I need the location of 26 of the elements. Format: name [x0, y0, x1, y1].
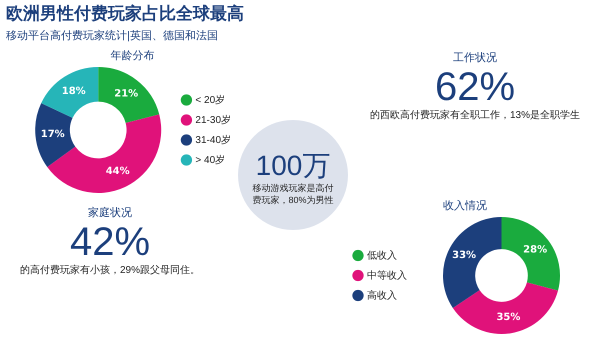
- legend-label: > 40岁: [195, 154, 226, 166]
- data-label: 44%: [106, 166, 130, 177]
- text: 移动游戏玩家是高付费玩家，80%为男性: [252, 182, 334, 206]
- legend-label: 21-30岁: [195, 114, 231, 126]
- text: 的西欧高付费玩家有全职工作，13%是全职学生: [368, 109, 581, 123]
- data-label: 35%: [496, 312, 520, 323]
- legend-label: 高收入: [367, 289, 397, 302]
- text: 移动平台高付费玩家统计|英国、德国和法国: [6, 28, 219, 43]
- text: 家庭状况: [87, 206, 133, 220]
- data-label: 21%: [114, 88, 138, 100]
- legend-label: 31-40岁: [195, 134, 231, 146]
- text: 100万: [254, 150, 332, 182]
- text: 的高付费玩家有小孩，29%跟父母同住。: [20, 264, 200, 278]
- data-label: 17%: [40, 128, 65, 140]
- legend-label: < 20岁: [195, 94, 226, 106]
- legend-label: 中等收入: [367, 269, 407, 282]
- text: 工作状况: [452, 51, 498, 65]
- chart-title: 收入情况: [442, 199, 488, 213]
- data-label: 28%: [523, 244, 548, 256]
- text: 42%: [68, 220, 152, 264]
- chart-title: 年龄分布: [110, 49, 156, 63]
- text: 62%: [434, 65, 516, 109]
- legend-label: 低收入: [367, 249, 397, 262]
- data-label: 18%: [62, 86, 86, 98]
- text: 欧洲男性付费玩家占比全球最高: [6, 3, 245, 25]
- data-label: 33%: [452, 250, 476, 262]
